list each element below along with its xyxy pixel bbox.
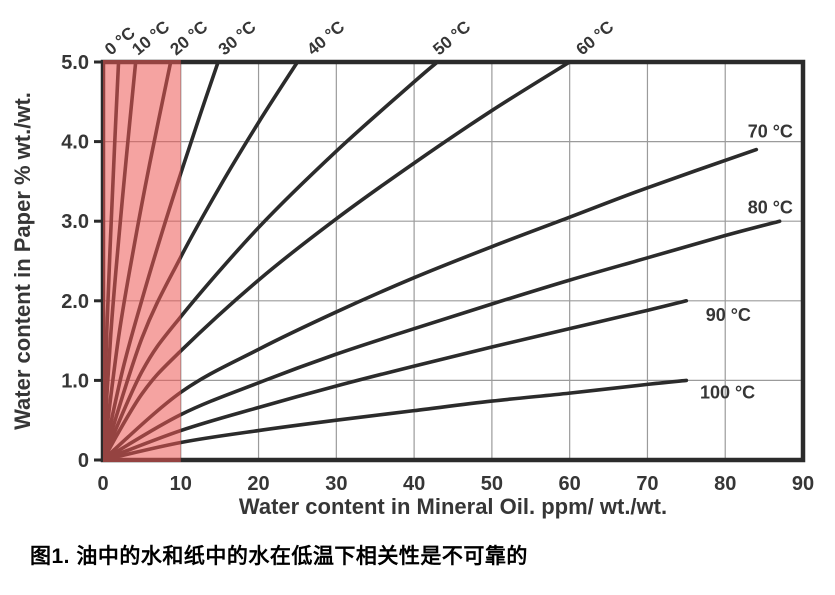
curve-label-top: 40 °C — [303, 17, 348, 59]
x-tick-label: 40 — [403, 473, 425, 495]
x-tick-label: 30 — [325, 473, 347, 495]
y-tick-label: 3.0 — [61, 211, 89, 233]
x-tick-label: 0 — [97, 473, 108, 495]
y-tick-label: 2.0 — [61, 291, 89, 313]
curve-label-top: 50 °C — [429, 17, 474, 59]
y-tick-label: 1.0 — [61, 370, 89, 392]
curve-label-right: 100 °C — [700, 382, 755, 402]
isotherm-curve-100c — [103, 378, 689, 460]
axis-ticks-and-labels: 0 1.0 2.0 3.0 4.0 5.0 0 10 20 30 40 50 60 70 80 90 — [61, 52, 814, 495]
y-tick-label: 5.0 — [61, 52, 89, 74]
curve-label-top: 20 °C — [166, 17, 211, 59]
x-tick-label: 90 — [792, 473, 814, 495]
isotherm-curves — [103, 62, 782, 460]
x-tick-label: 50 — [481, 473, 503, 495]
isotherm-curve-80c — [103, 219, 782, 460]
figure-caption: 图1. 油中的水和纸中的水在低温下相关性是不可靠的 — [30, 545, 528, 568]
curve-label-right: 80 °C — [748, 198, 793, 218]
curve-label-right: 70 °C — [748, 121, 793, 141]
curve-label-top: 10 °C — [128, 17, 173, 59]
x-axis-title: Water content in Mineral Oil. ppm/ wt./w… — [239, 494, 667, 519]
curve-label-top: 60 °C — [572, 17, 617, 59]
y-axis-title: Water content in Paper % wt./wt. — [10, 92, 35, 430]
moisture-equilibrium-chart: 01.02.03.04.05.00 10 20 30 40 50 60 70 80 90 0 °C… — [10, 17, 814, 519]
x-tick-label: 10 — [170, 473, 192, 495]
x-tick-label: 80 — [714, 473, 736, 495]
curve-label-top: 30 °C — [215, 17, 260, 59]
isotherm-curve-90c — [103, 299, 689, 460]
curve-label-right: 90 °C — [706, 305, 751, 325]
low-temp-highlight-region — [103, 60, 181, 462]
y-tick-label: 4.0 — [61, 132, 89, 154]
y-tick-label: 0 — [78, 450, 89, 472]
isotherm-curve-70c — [103, 147, 759, 460]
x-tick-label: 70 — [636, 473, 658, 495]
x-tick-label: 20 — [247, 473, 269, 495]
x-tick-label: 60 — [559, 473, 581, 495]
highlight-rect — [103, 60, 181, 462]
